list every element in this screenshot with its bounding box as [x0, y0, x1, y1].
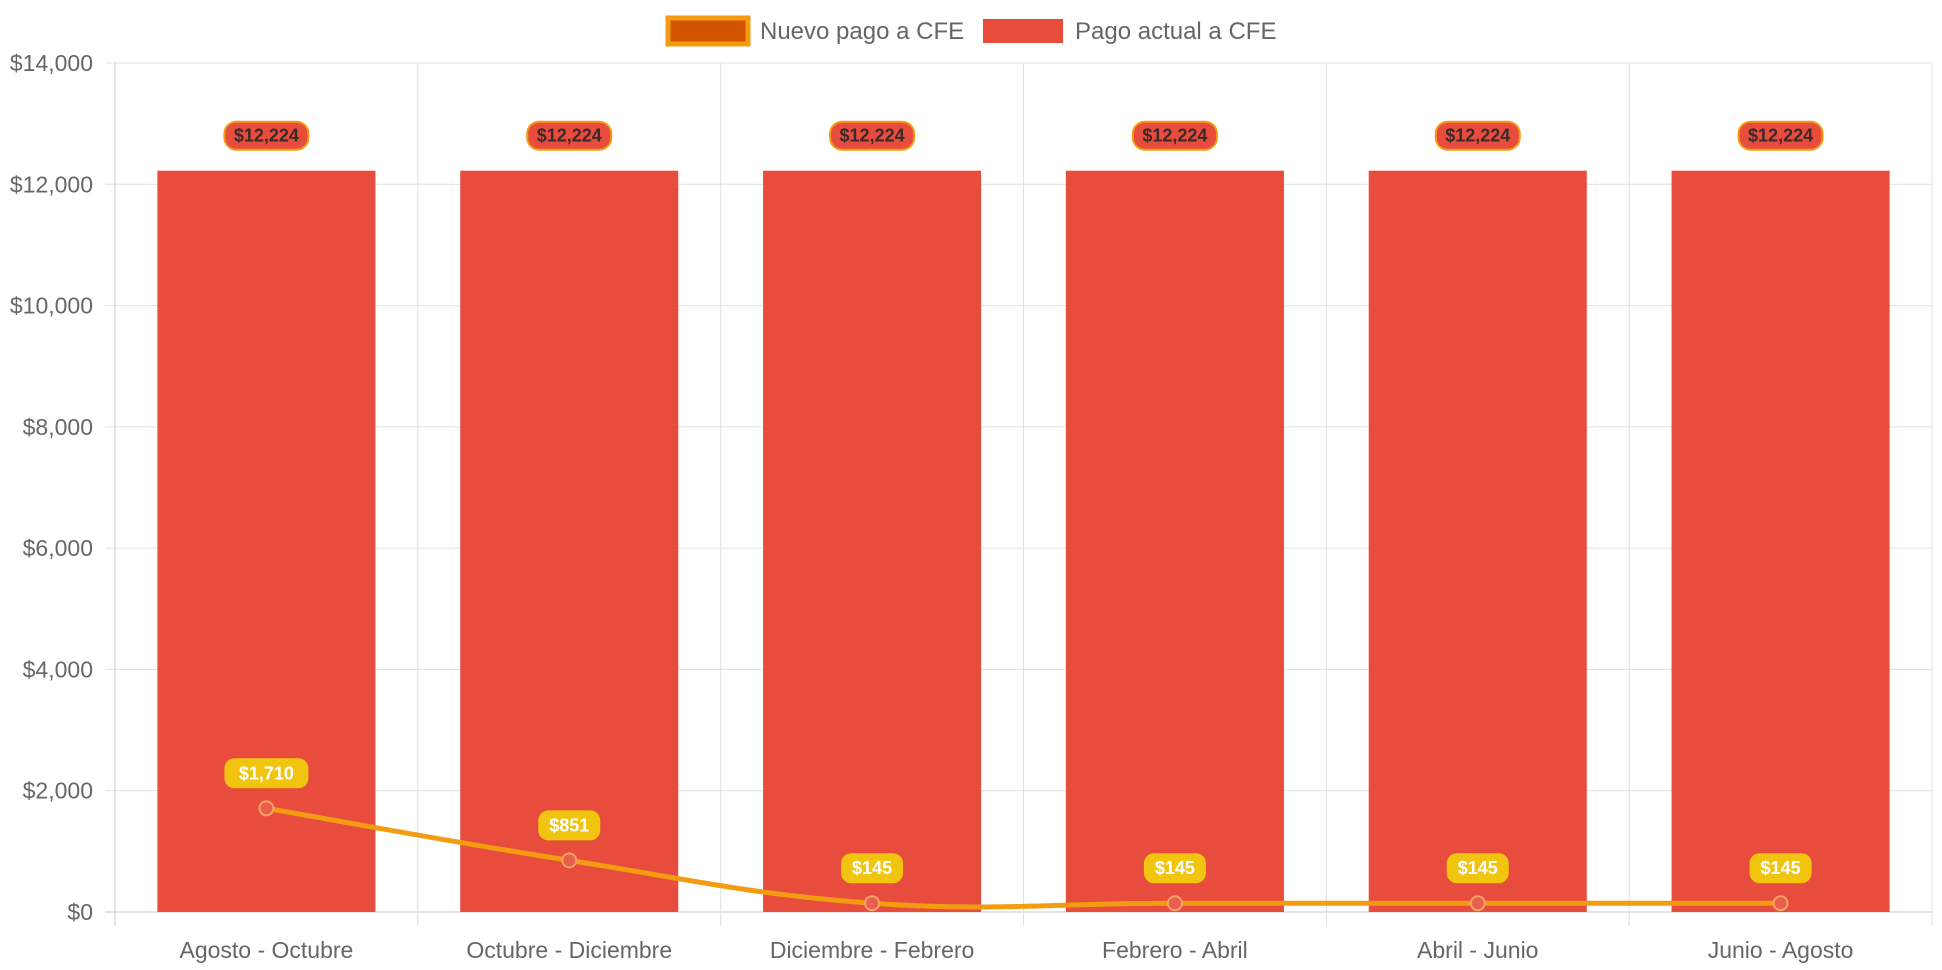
- bar-data-label: $12,224: [1445, 126, 1510, 146]
- bar-label-bg: [223, 120, 310, 151]
- line-label-bg: [1446, 853, 1509, 884]
- bar-label-bg: [1434, 120, 1521, 151]
- x-tick-label: Agosto - Octubre: [179, 937, 353, 963]
- legend-swatch: [665, 15, 751, 47]
- line-data-label: $1,710: [239, 763, 294, 783]
- axes: $0 $2,000 $4,000 $6,000 $8,000 $10,000 $12,000…: [10, 50, 1854, 963]
- y-tick-label: $6,000: [23, 535, 93, 561]
- line-data-label: $145: [1458, 858, 1498, 878]
- line-point[interactable]: [561, 852, 578, 869]
- bar[interactable]: [460, 170, 679, 912]
- y-tick-label: $10,000: [10, 293, 93, 319]
- line-point[interactable]: [1469, 895, 1486, 912]
- bar-data-label: $12,224: [537, 126, 602, 146]
- series-line: [265, 805, 1781, 910]
- bar-label-bg: [829, 120, 916, 151]
- grid-lines: [105, 62, 1933, 926]
- line-label-bg: [224, 758, 309, 789]
- bar-series: [157, 170, 1890, 912]
- x-tick-label: Febrero - Abril: [1102, 937, 1248, 963]
- x-tick-label: Diciembre - Febrero: [770, 937, 975, 963]
- line-data-label: $145: [1155, 858, 1195, 878]
- line-point[interactable]: [258, 800, 275, 817]
- legend-swatch: [983, 19, 1063, 43]
- line-label-bg: [841, 853, 904, 884]
- bar-label-bg: [1737, 120, 1824, 151]
- legend-label: Nuevo pago a CFE: [760, 18, 964, 45]
- data-labels: $12,224 $12,224 $12,224 $12,224 $12,224 $12,2…: [223, 120, 1824, 884]
- line-label-bg: [538, 810, 601, 841]
- x-tick-label: Octubre - Diciembre: [466, 937, 672, 963]
- y-tick-label: $12,000: [10, 171, 93, 197]
- y-tick-label: $4,000: [23, 656, 93, 682]
- line-data-label: $851: [549, 815, 589, 835]
- y-tick-label: $14,000: [10, 50, 93, 76]
- legend-label: Pago actual a CFE: [1075, 18, 1276, 45]
- y-tick-label: $0: [67, 899, 93, 925]
- bar[interactable]: [763, 170, 982, 912]
- line-point[interactable]: [1772, 895, 1789, 912]
- bar-data-label: $12,224: [1142, 126, 1207, 146]
- line-data-label: $145: [852, 858, 892, 878]
- legend-item-pago-actual[interactable]: Pago actual a CFE: [983, 18, 1276, 45]
- bar-data-label: $12,224: [1748, 126, 1813, 146]
- x-tick-label: Abril - Junio: [1417, 937, 1538, 963]
- bar[interactable]: [1671, 170, 1890, 912]
- bar-label-bg: [526, 120, 613, 151]
- bar-data-label: $12,224: [234, 126, 299, 146]
- line-data-label: $145: [1761, 858, 1801, 878]
- bar[interactable]: [1368, 170, 1587, 912]
- line-point[interactable]: [864, 895, 881, 912]
- line-label-bg: [1143, 853, 1206, 884]
- y-tick-label: $8,000: [23, 414, 93, 440]
- x-tick-label: Junio - Agosto: [1708, 937, 1854, 963]
- line-point[interactable]: [1166, 895, 1183, 912]
- bar-data-label: $12,224: [840, 126, 905, 146]
- bar[interactable]: [157, 170, 376, 912]
- line-series: [258, 800, 1789, 912]
- legend-item-nuevo-pago[interactable]: Nuevo pago a CFE: [665, 15, 964, 47]
- y-tick-label: $2,000: [23, 778, 93, 804]
- bar-label-bg: [1131, 120, 1218, 151]
- line-label-bg: [1749, 853, 1812, 884]
- legend: Nuevo pago a CFE Pago actual a CFE: [665, 15, 1276, 47]
- bar[interactable]: [1065, 170, 1284, 912]
